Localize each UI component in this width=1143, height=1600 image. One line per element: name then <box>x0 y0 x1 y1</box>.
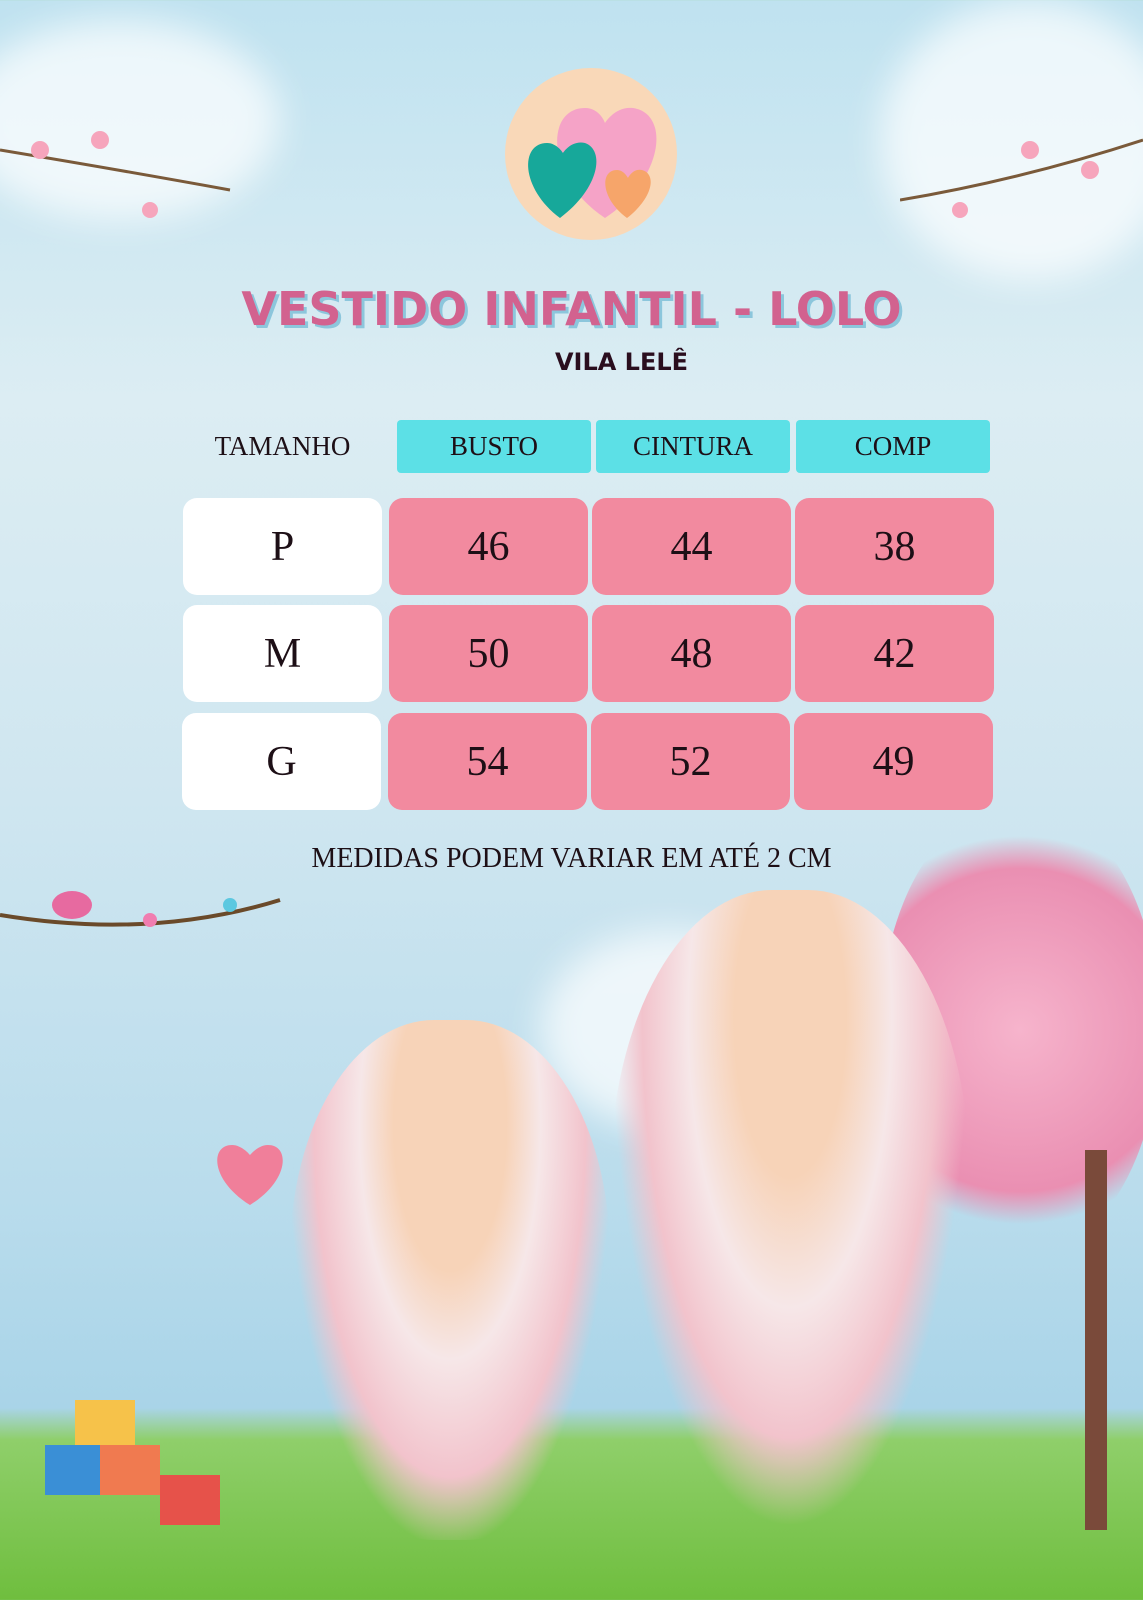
value-cell: 49 <box>794 713 993 810</box>
header-comp: COMP <box>796 420 990 473</box>
hearts-logo <box>505 68 677 240</box>
value-cell: 52 <box>591 713 790 810</box>
size-cell: M <box>183 605 382 702</box>
header-tamanho: TAMANHO <box>214 431 351 461</box>
cloud <box>880 0 1143 280</box>
size-cell: P <box>183 498 382 595</box>
value-cell: 50 <box>389 605 588 702</box>
brand-name: VILA LELÊ <box>554 348 689 376</box>
toy-blocks <box>45 1400 220 1525</box>
measurement-note: MEDIDAS PODEM VARIAR EM ATÉ 2 CM <box>311 843 832 874</box>
heart-character <box>217 1145 283 1205</box>
value-cell: 46 <box>389 498 588 595</box>
value-cell: 38 <box>795 498 994 595</box>
cherry-blossom-branch <box>0 131 231 218</box>
value-cell: 48 <box>592 605 791 702</box>
size-cell: G <box>182 713 381 810</box>
value-cell: 44 <box>592 498 791 595</box>
cherry-blossom-branch <box>900 138 1143 218</box>
value-cell: 54 <box>388 713 587 810</box>
tree-trunk <box>1085 1150 1107 1530</box>
product-title: VESTIDO INFANTIL - LOLO <box>241 282 902 336</box>
header-cintura: CINTURA <box>596 420 790 473</box>
header-busto: BUSTO <box>397 420 591 473</box>
value-cell: 42 <box>795 605 994 702</box>
bird-on-branch <box>0 891 281 927</box>
baby-sitting-illustration <box>290 1020 610 1540</box>
cloud <box>0 20 280 220</box>
baby-standing-illustration <box>610 890 970 1530</box>
